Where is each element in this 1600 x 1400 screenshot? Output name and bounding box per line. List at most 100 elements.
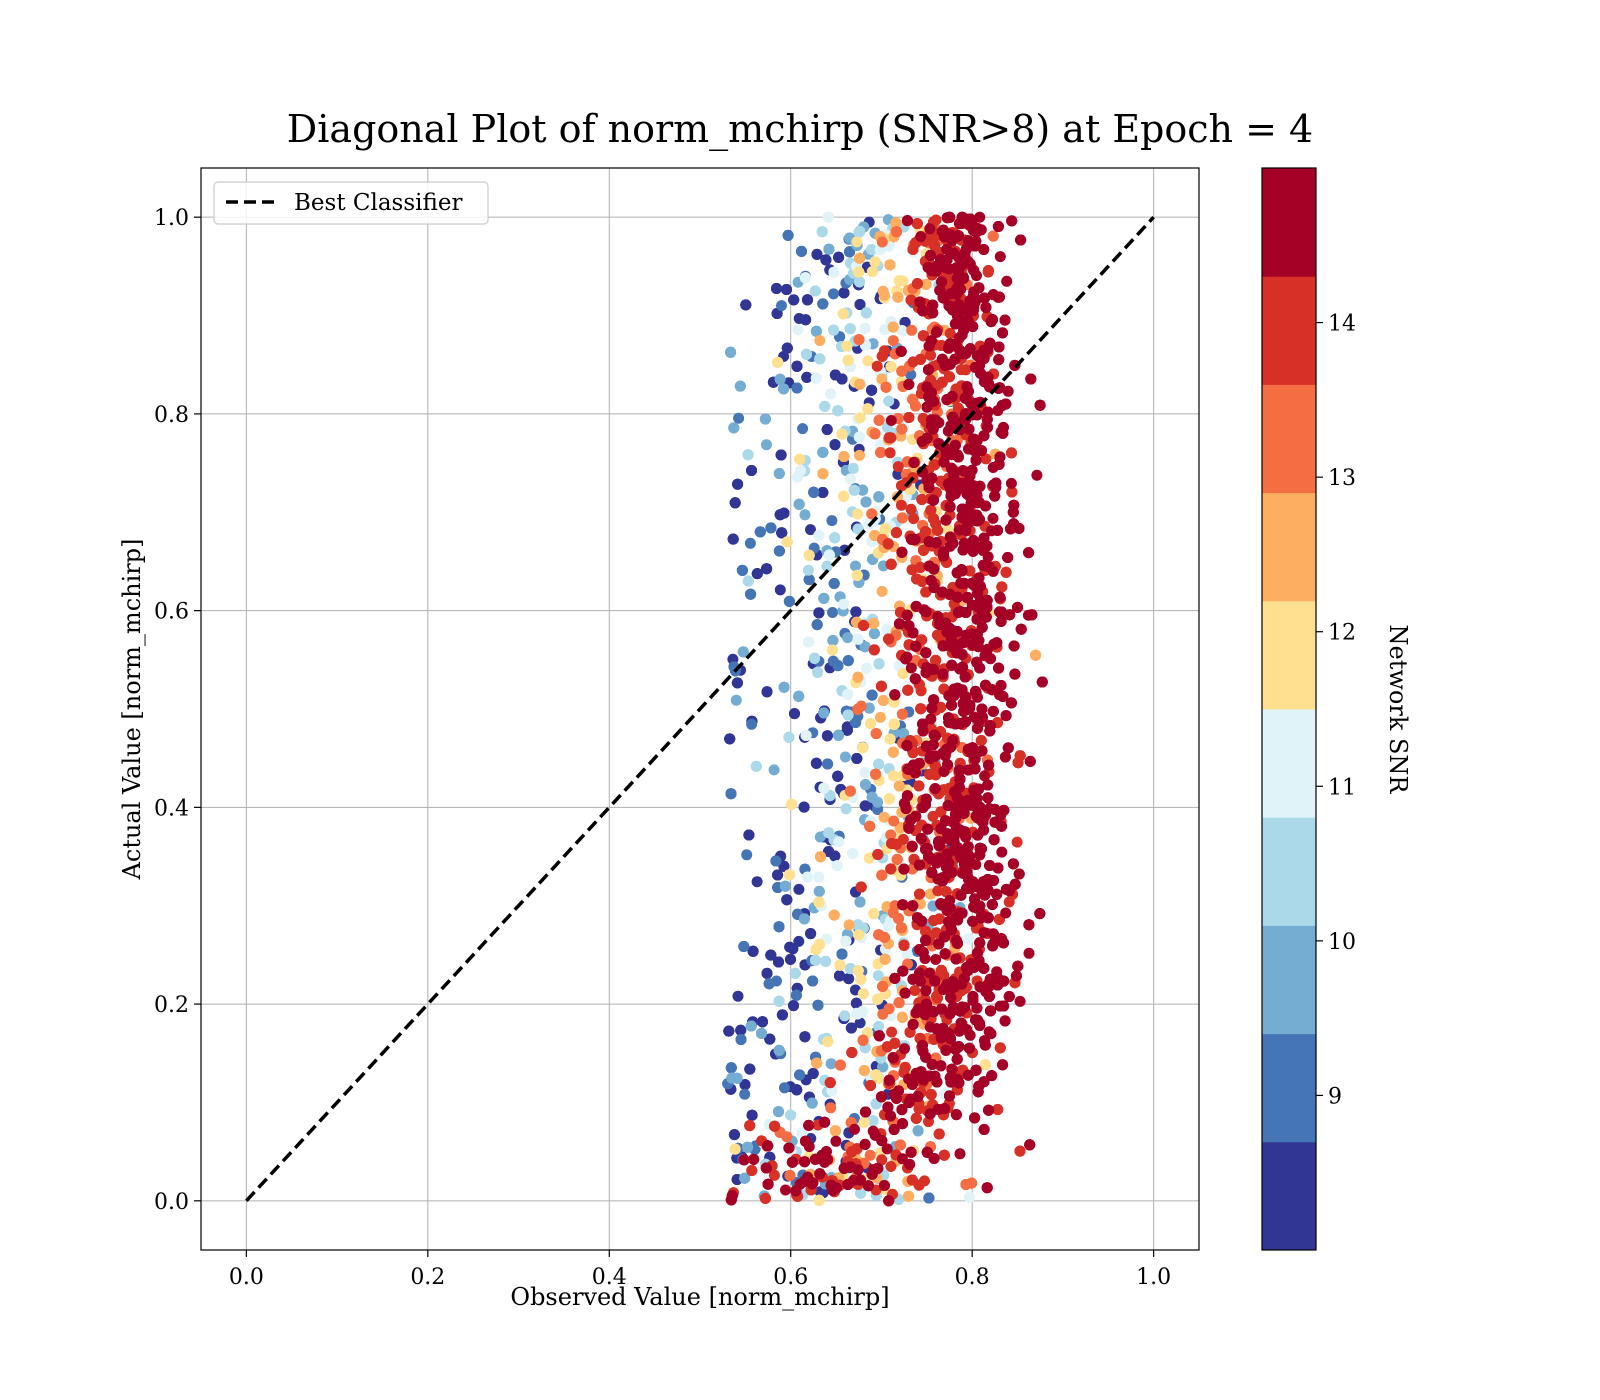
data-point bbox=[854, 252, 865, 264]
data-point bbox=[857, 742, 869, 754]
data-point bbox=[746, 465, 757, 476]
data-point bbox=[861, 662, 872, 674]
data-point bbox=[811, 1057, 823, 1069]
data-point bbox=[960, 1179, 972, 1190]
data-point bbox=[907, 356, 919, 368]
data-point bbox=[781, 894, 793, 906]
data-point bbox=[791, 382, 803, 394]
data-point bbox=[805, 928, 817, 940]
data-point bbox=[850, 997, 862, 1009]
data-point bbox=[734, 380, 746, 392]
data-point bbox=[911, 218, 923, 230]
data-point bbox=[826, 515, 838, 527]
data-point bbox=[864, 1149, 876, 1161]
data-point bbox=[773, 1044, 785, 1056]
data-point bbox=[883, 920, 895, 932]
data-point bbox=[938, 1149, 950, 1161]
data-point bbox=[937, 668, 949, 680]
data-point bbox=[737, 646, 749, 658]
data-point bbox=[885, 415, 897, 426]
data-point bbox=[833, 836, 845, 848]
data-point bbox=[858, 1065, 870, 1076]
data-point bbox=[756, 1027, 767, 1039]
data-point bbox=[915, 703, 927, 715]
data-point bbox=[729, 497, 741, 509]
data-point bbox=[775, 449, 787, 461]
data-point bbox=[791, 471, 803, 483]
data-point bbox=[759, 1192, 771, 1204]
data-point bbox=[842, 689, 854, 700]
data-point bbox=[897, 899, 909, 911]
data-point bbox=[853, 431, 865, 443]
data-point bbox=[929, 783, 941, 795]
data-point bbox=[854, 299, 866, 310]
data-point bbox=[796, 245, 807, 257]
data-point bbox=[778, 383, 790, 395]
data-point bbox=[924, 223, 936, 235]
data-point bbox=[751, 876, 763, 888]
data-point bbox=[773, 921, 785, 933]
scatter-points bbox=[722, 211, 1048, 1207]
data-point bbox=[778, 681, 790, 693]
data-point bbox=[801, 371, 813, 383]
data-point bbox=[999, 314, 1011, 326]
data-point bbox=[742, 575, 754, 587]
data-point bbox=[746, 1109, 758, 1121]
data-point bbox=[906, 324, 918, 336]
data-point bbox=[842, 632, 854, 644]
data-point bbox=[899, 987, 911, 999]
data-point bbox=[774, 373, 786, 385]
data-point bbox=[888, 718, 900, 730]
data-point bbox=[855, 700, 867, 712]
data-point bbox=[854, 449, 865, 461]
data-point bbox=[893, 618, 905, 630]
data-point bbox=[739, 1172, 751, 1184]
data-point bbox=[803, 549, 815, 561]
data-point bbox=[817, 298, 829, 310]
data-point bbox=[826, 644, 838, 656]
data-point bbox=[765, 949, 777, 961]
data-point bbox=[896, 423, 908, 435]
data-point bbox=[875, 447, 887, 458]
data-point bbox=[781, 284, 792, 295]
data-point bbox=[899, 1061, 911, 1073]
data-point bbox=[794, 453, 806, 465]
data-point bbox=[885, 432, 897, 444]
data-point bbox=[868, 908, 880, 920]
data-point bbox=[930, 214, 942, 226]
data-point bbox=[793, 935, 805, 947]
data-point bbox=[803, 574, 815, 586]
data-point bbox=[927, 494, 939, 506]
data-point bbox=[825, 1058, 837, 1070]
data-point bbox=[857, 988, 869, 1000]
data-point bbox=[726, 1072, 738, 1084]
data-point bbox=[743, 829, 755, 841]
data-point bbox=[819, 400, 831, 412]
data-point bbox=[885, 1161, 897, 1172]
data-point bbox=[747, 945, 759, 957]
data-point bbox=[847, 848, 858, 860]
data-point bbox=[909, 985, 921, 996]
data-point bbox=[839, 1010, 851, 1022]
data-point bbox=[763, 978, 775, 990]
data-point bbox=[828, 324, 840, 336]
data-point bbox=[866, 384, 878, 396]
data-point bbox=[853, 266, 865, 278]
data-point bbox=[812, 666, 824, 678]
data-point bbox=[776, 527, 788, 539]
data-point bbox=[859, 800, 871, 812]
data-point bbox=[896, 512, 908, 524]
data-point bbox=[851, 753, 863, 764]
data-point bbox=[854, 378, 866, 390]
data-point bbox=[774, 584, 786, 596]
data-point bbox=[859, 766, 871, 778]
data-point bbox=[873, 758, 885, 770]
data-point bbox=[1030, 649, 1042, 661]
data-point bbox=[770, 855, 782, 867]
data-point bbox=[876, 585, 888, 597]
data-point bbox=[802, 871, 813, 883]
data-point bbox=[859, 322, 871, 334]
data-point bbox=[810, 954, 821, 966]
data-point bbox=[810, 372, 822, 384]
